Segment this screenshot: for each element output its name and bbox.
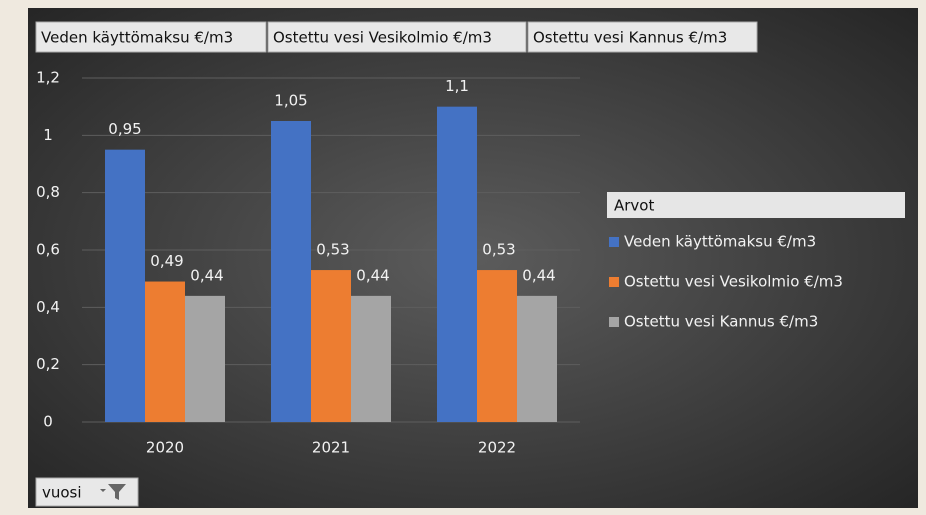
- y-tick-label: 0,4: [36, 298, 60, 316]
- y-tick-label: 0: [43, 413, 53, 431]
- y-tick-label: 0,8: [36, 183, 60, 201]
- field-button[interactable]: [267, 21, 527, 53]
- bar: [105, 149, 145, 422]
- legend-title-bg: [607, 192, 905, 218]
- data-label: 1,1: [445, 77, 469, 95]
- y-tick-label: 0,2: [36, 355, 60, 373]
- legend-label: Veden käyttömaksu €/m3: [624, 233, 816, 251]
- y-tick-label: 1,2: [36, 69, 60, 87]
- data-label: 0,53: [482, 241, 515, 259]
- y-tick-label: 1: [43, 126, 53, 144]
- legend-label: Ostettu vesi Kannus €/m3: [624, 313, 818, 331]
- bar: [185, 295, 225, 422]
- legend-swatch: [609, 277, 619, 287]
- data-label: 0,53: [316, 241, 349, 259]
- x-tick-label: 2020: [146, 439, 184, 457]
- bar: [517, 295, 557, 422]
- y-tick-label: 0,6: [36, 241, 60, 259]
- data-label: 1,05: [274, 92, 307, 110]
- field-button-label[interactable]: Veden käyttömaksu €/m3: [41, 29, 233, 47]
- bar: [437, 106, 477, 423]
- x-tick-label: 2021: [312, 439, 350, 457]
- data-label: 0,95: [108, 120, 141, 138]
- x-tick-label: 2022: [478, 439, 516, 457]
- data-label: 0,44: [190, 266, 223, 284]
- bar: [145, 281, 185, 422]
- field-button[interactable]: [527, 21, 758, 53]
- data-label: 0,49: [150, 252, 183, 270]
- filter-button[interactable]: [35, 477, 139, 507]
- data-label: 0,44: [356, 266, 389, 284]
- field-button-label[interactable]: Ostettu vesi Vesikolmio €/m3: [273, 29, 492, 47]
- legend-title: Arvot: [614, 197, 654, 215]
- data-label: 0,44: [522, 266, 555, 284]
- bar: [351, 295, 391, 422]
- filter-icon: [100, 484, 126, 500]
- bar: [311, 270, 351, 422]
- legend-label: Ostettu vesi Vesikolmio €/m3: [624, 273, 843, 291]
- bar: [477, 270, 517, 422]
- bar: [271, 121, 311, 422]
- filter-button-label[interactable]: vuosi: [42, 484, 82, 502]
- legend-swatch: [609, 237, 619, 247]
- field-button-label[interactable]: Ostettu vesi Kannus €/m3: [533, 29, 727, 47]
- legend-swatch: [609, 317, 619, 327]
- field-button[interactable]: [35, 21, 267, 53]
